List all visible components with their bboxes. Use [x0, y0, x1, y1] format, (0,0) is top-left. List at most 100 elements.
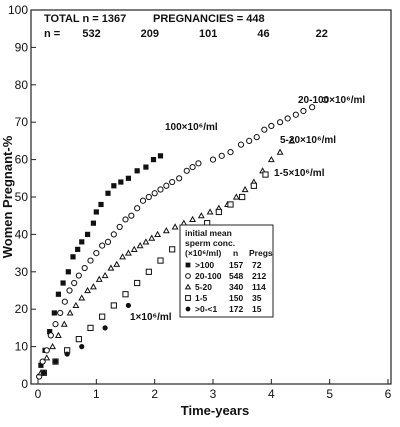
data-point: [41, 370, 47, 376]
data-point: [227, 201, 234, 208]
data-point: [72, 301, 80, 309]
y-tick-label: 10: [15, 340, 29, 354]
legend-marker: [184, 283, 192, 290]
data-point: [54, 331, 62, 338]
data-point: [65, 269, 71, 275]
legend-column-n: n: [233, 248, 238, 258]
data-point: [145, 268, 152, 275]
y-tick-label: 80: [15, 78, 29, 92]
x-tick-label: 5: [326, 387, 333, 401]
data-point: [47, 332, 54, 339]
legend-title-line-2: sperm conc.: [185, 238, 235, 248]
data-point: [71, 279, 78, 287]
series-0: [38, 153, 164, 368]
legend-marker: [185, 273, 191, 279]
data-point: [284, 115, 291, 122]
y-tick-label: 0: [21, 377, 28, 391]
data-point: [218, 152, 225, 159]
data-point: [122, 216, 129, 223]
data-point: [47, 329, 53, 335]
data-point: [169, 246, 176, 253]
data-point: [253, 134, 260, 141]
data-point: [55, 291, 62, 297]
data-point: [209, 156, 217, 163]
y-tick-label: 30: [15, 265, 29, 279]
data-point: [51, 310, 57, 316]
legend-marker: [185, 295, 191, 301]
x-tick-label: 2: [151, 387, 158, 401]
data-point: [57, 309, 64, 317]
data-point: [143, 164, 149, 170]
data-point: [52, 358, 59, 365]
data-point: [276, 119, 284, 126]
data-point: [130, 245, 138, 252]
y-tick-label: 60: [15, 153, 29, 167]
legend-n: 150: [229, 293, 243, 303]
data-point: [104, 238, 112, 245]
n-at-risk-value: 209: [141, 28, 159, 40]
series-1: [36, 96, 329, 380]
series-label-20-100: 20-100×10⁶/ml: [298, 95, 365, 106]
y-tick-label: 40: [15, 227, 29, 241]
data-point: [276, 148, 284, 155]
legend-title-line-1: initial mean: [185, 228, 232, 238]
legend-n: 548: [229, 271, 243, 281]
data-point: [162, 227, 170, 234]
data-point: [60, 280, 66, 286]
legend-marker: [185, 262, 191, 268]
legend-title-line-3: (×10⁶/ml): [185, 248, 221, 258]
data-point: [227, 149, 234, 156]
legend-range: >0-<1: [195, 304, 217, 314]
data-point: [101, 271, 109, 279]
data-point: [81, 264, 88, 272]
legend-range: 5-20: [195, 282, 212, 292]
data-point: [150, 157, 157, 163]
data-point: [70, 254, 76, 260]
data-point: [157, 153, 164, 159]
legend-range: 20-100: [195, 271, 222, 281]
data-point: [261, 126, 268, 133]
legend: initial mean sperm conc. (×10⁶/ml) n Pre…: [179, 224, 274, 318]
y-axis: 0 10 20 30 40 50 60 70 80 90 100: [8, 3, 36, 391]
data-point: [237, 141, 245, 148]
legend-n: 340: [229, 282, 243, 292]
series-label-lt1: 1×10⁶/ml: [130, 312, 172, 323]
data-point: [139, 197, 147, 204]
legend-n: 172: [229, 304, 243, 314]
data-point: [169, 178, 176, 186]
data-point: [105, 190, 111, 196]
x-tick-label: 4: [268, 387, 275, 401]
data-point: [250, 182, 257, 189]
plot-frame: [30, 9, 392, 385]
data-point: [122, 291, 129, 298]
data-point: [154, 230, 162, 237]
legend-pregs: 114: [252, 282, 266, 292]
data-point: [95, 275, 103, 282]
legend-range: >100: [195, 260, 214, 270]
data-point: [119, 253, 127, 260]
data-point: [102, 325, 108, 331]
data-point: [89, 283, 97, 290]
data-point: [128, 212, 135, 219]
data-point: [241, 185, 249, 193]
data-point: [116, 223, 123, 231]
data-point: [125, 302, 132, 309]
data-point: [163, 182, 170, 189]
header-pregnancies: PREGNANCIES = 448: [153, 13, 265, 25]
data-point: [110, 302, 117, 309]
legend-box: [179, 224, 274, 318]
data-point: [93, 209, 99, 215]
data-point: [157, 186, 164, 193]
data-point: [246, 137, 253, 144]
x-tick-label: 0: [35, 387, 42, 401]
legend-n: 157: [229, 260, 243, 270]
data-point: [52, 321, 59, 328]
legend-range: 1-5: [195, 293, 208, 303]
data-point: [239, 193, 246, 201]
data-point: [66, 309, 74, 316]
legend-pregs: 15: [252, 304, 262, 314]
data-point: [300, 107, 307, 115]
data-point: [189, 163, 196, 171]
legend-column-pregs: Pregs: [249, 248, 273, 258]
data-point: [145, 193, 152, 201]
